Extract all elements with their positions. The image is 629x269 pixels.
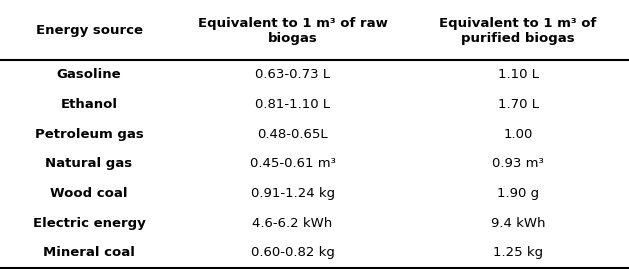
Text: 0.60-0.82 kg: 0.60-0.82 kg [250, 246, 335, 259]
Text: 0.81-1.10 L: 0.81-1.10 L [255, 98, 330, 111]
Text: Ethanol: Ethanol [60, 98, 118, 111]
Text: 0.91-1.24 kg: 0.91-1.24 kg [250, 187, 335, 200]
Text: Gasoline: Gasoline [57, 68, 121, 81]
Text: Electric energy: Electric energy [33, 217, 145, 230]
Text: Equivalent to 1 m³ of raw
biogas: Equivalent to 1 m³ of raw biogas [198, 17, 387, 45]
Text: 0.45-0.61 m³: 0.45-0.61 m³ [250, 157, 335, 170]
Text: 0.63-0.73 L: 0.63-0.73 L [255, 68, 330, 81]
Text: 1.25 kg: 1.25 kg [493, 246, 543, 259]
Text: Natural gas: Natural gas [45, 157, 133, 170]
Text: 1.70 L: 1.70 L [498, 98, 538, 111]
Text: Energy source: Energy source [36, 24, 143, 37]
Text: Petroleum gas: Petroleum gas [35, 128, 143, 141]
Text: 1.90 g: 1.90 g [497, 187, 539, 200]
Text: 0.48-0.65L: 0.48-0.65L [257, 128, 328, 141]
Text: Equivalent to 1 m³ of
purified biogas: Equivalent to 1 m³ of purified biogas [439, 17, 597, 45]
Text: 1.00: 1.00 [503, 128, 533, 141]
Text: Wood coal: Wood coal [50, 187, 128, 200]
Text: 1.10 L: 1.10 L [498, 68, 538, 81]
Text: 0.93 m³: 0.93 m³ [492, 157, 544, 170]
Text: 9.4 kWh: 9.4 kWh [491, 217, 545, 230]
Text: 4.6-6.2 kWh: 4.6-6.2 kWh [252, 217, 333, 230]
Text: Mineral coal: Mineral coal [43, 246, 135, 259]
